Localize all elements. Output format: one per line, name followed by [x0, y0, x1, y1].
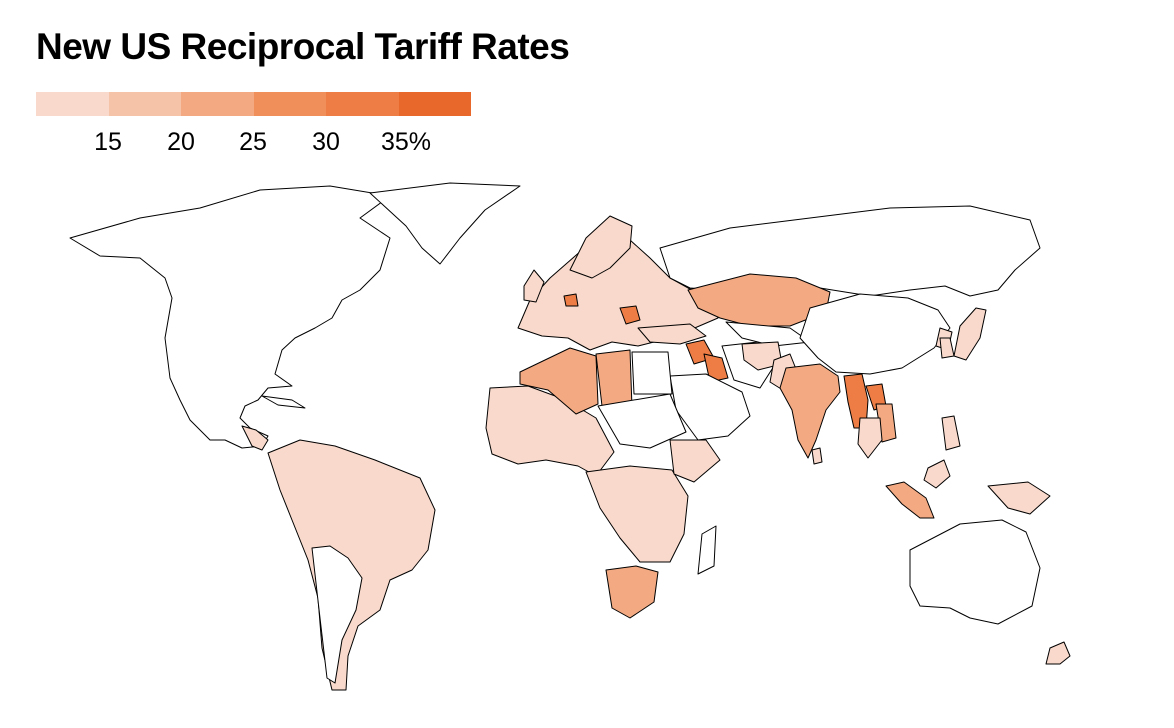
- china: [799, 293, 951, 375]
- japan: [953, 307, 987, 361]
- sri-lanka: [811, 447, 823, 465]
- north-america: [69, 185, 391, 449]
- scandinavia: [569, 215, 633, 279]
- legend-tick-label: 15: [94, 128, 122, 156]
- map-title: New US Reciprocal Tariff Rates: [36, 26, 570, 67]
- color-legend: [36, 92, 471, 116]
- legend-tick-labels: 15 20 25 30 35%: [36, 128, 476, 158]
- legend-swatch: [398, 92, 471, 116]
- egypt: [631, 351, 673, 395]
- serbia: [619, 305, 641, 325]
- greenland: [369, 182, 521, 265]
- thailand-cambodia: [857, 417, 883, 459]
- east-africa: [669, 439, 721, 483]
- indonesia-borneo: [923, 459, 951, 489]
- chile-argentina: [311, 545, 363, 684]
- legend-tick-label: 20: [167, 128, 195, 156]
- cuba: [261, 395, 306, 409]
- legend-swatch: [326, 92, 399, 116]
- legend-tick-label: 35%: [380, 128, 432, 156]
- world-map: [69, 182, 1071, 691]
- legend-swatch: [36, 92, 109, 116]
- new-zealand: [1045, 641, 1071, 665]
- south-africa: [605, 565, 659, 619]
- north-central-africa: [597, 393, 687, 449]
- central-america: [241, 425, 269, 451]
- india: [779, 363, 841, 459]
- new-guinea: [987, 481, 1051, 515]
- uk: [523, 269, 545, 303]
- legend-swatch: [253, 92, 326, 116]
- central-africa: [585, 465, 689, 563]
- korea: [939, 337, 955, 359]
- madagascar: [697, 525, 717, 575]
- saudi-arabia: [669, 373, 751, 441]
- legend-tick-label: 25: [239, 128, 267, 156]
- legend-tick-label: 30: [312, 128, 340, 156]
- libya: [595, 349, 633, 409]
- australia: [909, 519, 1041, 625]
- iraq: [703, 353, 729, 383]
- sumatra: [885, 481, 935, 519]
- legend-swatch: [181, 92, 254, 116]
- afghanistan: [741, 341, 783, 371]
- philippines: [941, 415, 961, 451]
- algeria: [519, 347, 599, 415]
- bosnia: [563, 293, 579, 307]
- turkey: [637, 323, 707, 345]
- central-asia: [725, 321, 811, 347]
- legend-swatch: [108, 92, 181, 116]
